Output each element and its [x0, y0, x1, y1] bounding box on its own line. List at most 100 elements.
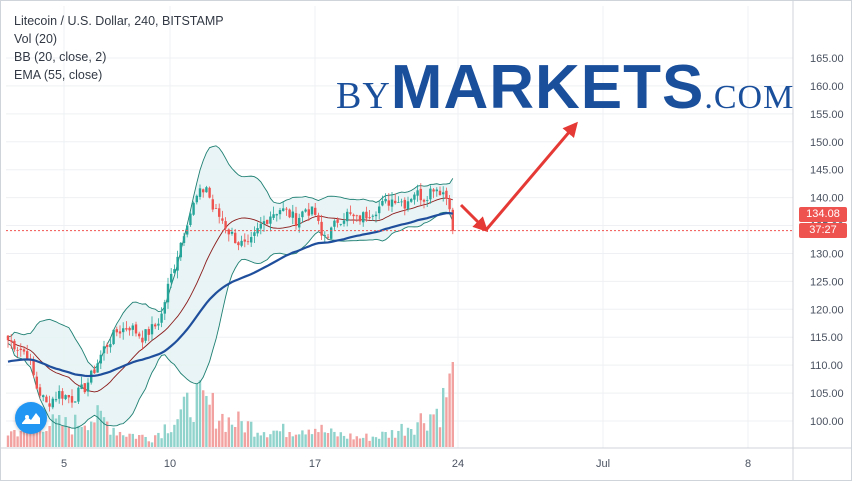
candle-body: [173, 269, 176, 274]
y-tick-label: 165.00: [810, 53, 844, 65]
x-tick-label: 10: [164, 458, 176, 470]
y-tick-label: 130.00: [810, 248, 844, 260]
legend-bollinger[interactable]: BB (20, close, 2): [14, 50, 107, 64]
volume-bar: [237, 411, 240, 447]
volume-bar: [432, 414, 435, 447]
candle-body: [157, 323, 160, 326]
y-tick-label: 150.00: [810, 137, 844, 149]
candle-body: [45, 396, 48, 403]
candle-body: [106, 344, 109, 347]
candlesticks: [6, 183, 454, 412]
volume-bar: [422, 423, 426, 447]
candle-body: [330, 227, 333, 239]
volume-bar: [397, 430, 400, 447]
candle-body: [355, 215, 358, 217]
y-axis[interactable]: 100.00 105.00 110.00 115.00 120.00 125.00 130.…: [810, 53, 844, 428]
volume-bar: [198, 380, 202, 447]
volume-bar: [368, 440, 371, 447]
candle-body: [19, 348, 22, 351]
candle-body: [371, 215, 374, 217]
candle-body: [118, 331, 122, 334]
tradingview-logo-icon[interactable]: [15, 402, 47, 434]
candle-body: [326, 236, 330, 238]
candle-body: [221, 218, 224, 221]
candle-body: [429, 188, 432, 200]
x-tick-label: Jul: [596, 458, 610, 470]
volume-bar: [250, 421, 253, 447]
volume-bar: [122, 435, 125, 447]
legend-volume[interactable]: Vol (20): [14, 32, 58, 46]
watermark-by: BY: [336, 75, 391, 117]
candle-body: [432, 189, 435, 192]
legend-title[interactable]: Litecoin / U.S. Dollar, 240, BITSTAMP: [14, 14, 224, 28]
candle-body: [70, 396, 74, 403]
candle-body: [150, 324, 154, 335]
chart-legend: Litecoin / U.S. Dollar, 240, BITSTAMP Vo…: [14, 12, 224, 84]
candle-body: [214, 207, 218, 209]
x-tick-label: 8: [745, 458, 751, 470]
candle-body: [320, 221, 323, 236]
candle-body: [186, 225, 189, 235]
candle-body: [304, 209, 307, 212]
candle-body: [240, 240, 243, 246]
candle-body: [406, 201, 410, 210]
candle-body: [154, 324, 157, 327]
volume-bar: [16, 436, 19, 447]
volume-bar: [349, 433, 352, 447]
volume-bar: [310, 434, 314, 447]
candle-body: [93, 369, 96, 374]
candle-body: [413, 194, 416, 200]
volume-bar: [403, 435, 406, 447]
y-tick-label: 110.00: [810, 360, 843, 372]
volume-bar: [10, 431, 13, 447]
x-axis[interactable]: 5 10 17 24 Jul 8: [61, 458, 751, 470]
volume-bar: [131, 433, 134, 447]
candle-body: [285, 208, 288, 210]
legend-ema[interactable]: EMA (55, close): [14, 68, 103, 82]
watermark-com: .COM: [704, 79, 795, 116]
candle-body: [83, 383, 86, 393]
volume-bar: [406, 427, 410, 447]
candle-body: [275, 214, 278, 216]
volume-bar: [371, 436, 374, 447]
candle-body: [422, 199, 426, 202]
volume-bar: [195, 383, 198, 447]
candle-body: [282, 208, 285, 211]
candle-body: [74, 401, 77, 403]
candle-body: [378, 206, 381, 214]
candle-body: [211, 199, 214, 210]
volume-bar: [64, 417, 67, 447]
candle-body: [176, 256, 179, 271]
volume-bar: [400, 423, 403, 447]
candle-body: [262, 221, 266, 225]
volume-bar: [96, 405, 99, 447]
candle-body: [448, 198, 451, 210]
bollinger-upper: [7, 145, 454, 370]
volume-bar: [6, 435, 10, 447]
candle-body: [195, 195, 198, 203]
volume-bar: [86, 430, 90, 447]
volume-bar: [170, 432, 173, 447]
candle-body: [416, 190, 419, 196]
volume-bar: [80, 426, 83, 447]
volume-bar: [362, 437, 365, 447]
volume-bar: [298, 434, 301, 447]
candle-body: [352, 214, 355, 217]
x-tick-label: 5: [61, 458, 67, 470]
candle-body: [128, 327, 131, 331]
candle-body: [35, 376, 38, 389]
volume-bar: [291, 436, 294, 447]
volume-bar: [106, 421, 109, 447]
candle-body: [6, 335, 10, 341]
volume-bar: [42, 431, 45, 447]
candle-body: [342, 220, 346, 224]
candle-body: [96, 363, 99, 373]
volume-bar: [365, 433, 368, 447]
candle-body: [390, 199, 394, 207]
volume-bar: [307, 429, 310, 447]
candle-body: [144, 329, 147, 341]
volume-bar: [333, 431, 336, 447]
candle-body: [397, 202, 400, 203]
candle-body: [42, 395, 45, 398]
